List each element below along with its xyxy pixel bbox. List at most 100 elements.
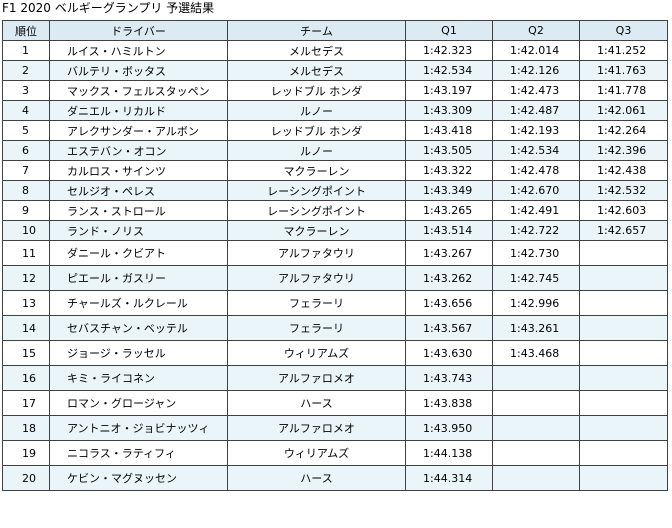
header-position: 順位	[2, 20, 50, 41]
q3-time-cell: 1:42.396	[579, 140, 668, 161]
driver-cell: エステバン・オコン	[49, 140, 228, 161]
team-cell: ルノー	[227, 140, 406, 161]
team-cell: レッドブル ホンダ	[227, 120, 406, 141]
table-row: 2 バルテリ・ボッタス メルセデス 1:42.534 1:42.126 1:41.763	[2, 60, 668, 81]
team-cell: アルファロメオ	[227, 365, 406, 391]
table-row: 17 ロマン・グロージャン ハース 1:43.838	[2, 390, 668, 416]
q1-time-cell: 1:43.265	[405, 200, 493, 221]
driver-cell: チャールズ・ルクレール	[49, 290, 228, 316]
position-cell: 6	[2, 140, 50, 161]
driver-cell: ピエール・ガスリー	[49, 265, 228, 291]
q2-time-cell: 1:42.126	[492, 60, 580, 81]
q2-time-cell: 1:42.670	[492, 180, 580, 201]
q2-time-cell: 1:42.014	[492, 40, 580, 61]
q3-time-cell: 1:42.264	[579, 120, 668, 141]
q2-time-cell	[492, 390, 580, 416]
q3-time-cell: 1:42.438	[579, 160, 668, 181]
driver-cell: マックス・フェルスタッペン	[49, 80, 228, 101]
q3-time-cell: 1:42.061	[579, 100, 668, 121]
driver-cell: アントニオ・ジョビナッツィ	[49, 415, 228, 441]
table-row: 3 マックス・フェルスタッペン レッドブル ホンダ 1:43.197 1:42.473 1…	[2, 80, 668, 101]
position-cell: 15	[2, 340, 50, 366]
q1-time-cell: 1:43.197	[405, 80, 493, 101]
q1-time-cell: 1:43.838	[405, 390, 493, 416]
team-cell: メルセデス	[227, 40, 406, 61]
page-title: F1 2020 ベルギーグランプリ 予選結果	[2, 1, 215, 15]
q1-time-cell: 1:43.418	[405, 120, 493, 141]
q1-time-cell: 1:43.349	[405, 180, 493, 201]
q3-time-cell	[579, 390, 668, 416]
q3-time-cell: 1:42.657	[579, 220, 668, 241]
q3-time-cell	[579, 365, 668, 391]
q1-time-cell: 1:43.950	[405, 415, 493, 441]
team-cell: ウィリアムズ	[227, 440, 406, 466]
position-cell: 16	[2, 365, 50, 391]
table-row: 13 チャールズ・ルクレール フェラーリ 1:43.656 1:42.996	[2, 290, 668, 316]
q2-time-cell: 1:42.745	[492, 265, 580, 291]
team-cell: マクラーレン	[227, 220, 406, 241]
q1-time-cell: 1:43.262	[405, 265, 493, 291]
q1-time-cell: 1:44.138	[405, 440, 493, 466]
table-row: 19 ニコラス・ラティフィ ウィリアムズ 1:44.138	[2, 440, 668, 466]
position-cell: 10	[2, 220, 50, 241]
position-cell: 4	[2, 100, 50, 121]
position-cell: 7	[2, 160, 50, 181]
q1-time-cell: 1:43.630	[405, 340, 493, 366]
header-q3: Q3	[579, 20, 668, 41]
q3-time-cell	[579, 440, 668, 466]
table-row: 18 アントニオ・ジョビナッツィ アルファロメオ 1:43.950	[2, 415, 668, 441]
position-cell: 13	[2, 290, 50, 316]
team-cell: ハース	[227, 465, 406, 491]
q3-time-cell	[579, 465, 668, 491]
position-cell: 17	[2, 390, 50, 416]
team-cell: フェラーリ	[227, 315, 406, 341]
position-cell: 11	[2, 240, 50, 266]
q1-time-cell: 1:42.323	[405, 40, 493, 61]
table-row: 15 ジョージ・ラッセル ウィリアムズ 1:43.630 1:43.468	[2, 340, 668, 366]
q2-time-cell: 1:42.473	[492, 80, 580, 101]
driver-cell: ランド・ノリス	[49, 220, 228, 241]
position-cell: 1	[2, 40, 50, 61]
q1-time-cell: 1:43.309	[405, 100, 493, 121]
driver-cell: キミ・ライコネン	[49, 365, 228, 391]
q3-time-cell: 1:42.603	[579, 200, 668, 221]
position-cell: 3	[2, 80, 50, 101]
table-row: 7 カルロス・サインツ マクラーレン 1:43.322 1:42.478 1:42.438	[2, 160, 668, 181]
driver-cell: ロマン・グロージャン	[49, 390, 228, 416]
driver-cell: ランス・ストロール	[49, 200, 228, 221]
position-cell: 20	[2, 465, 50, 491]
team-cell: レッドブル ホンダ	[227, 80, 406, 101]
position-cell: 9	[2, 200, 50, 221]
table-row: 20 ケビン・マグヌッセン ハース 1:44.314	[2, 465, 668, 491]
q3-time-cell: 1:41.252	[579, 40, 668, 61]
team-cell: ウィリアムズ	[227, 340, 406, 366]
team-cell: フェラーリ	[227, 290, 406, 316]
driver-cell: カルロス・サインツ	[49, 160, 228, 181]
q2-time-cell: 1:42.487	[492, 100, 580, 121]
q2-time-cell	[492, 440, 580, 466]
position-cell: 8	[2, 180, 50, 201]
table-row: 6 エステバン・オコン ルノー 1:43.505 1:42.534 1:42.396	[2, 140, 668, 161]
table-row: 9 ランス・ストロール レーシングポイント 1:43.265 1:42.491 1:42.…	[2, 200, 668, 221]
driver-cell: ルイス・ハミルトン	[49, 40, 228, 61]
q3-time-cell	[579, 340, 668, 366]
position-cell: 14	[2, 315, 50, 341]
driver-cell: セルジオ・ペレス	[49, 180, 228, 201]
table-row: 16 キミ・ライコネン アルファロメオ 1:43.743	[2, 365, 668, 391]
position-cell: 5	[2, 120, 50, 141]
q1-time-cell: 1:43.267	[405, 240, 493, 266]
driver-cell: バルテリ・ボッタス	[49, 60, 228, 81]
q2-time-cell: 1:42.730	[492, 240, 580, 266]
q2-time-cell	[492, 365, 580, 391]
position-cell: 2	[2, 60, 50, 81]
team-cell: マクラーレン	[227, 160, 406, 181]
header-q2: Q2	[492, 20, 580, 41]
q1-time-cell: 1:44.314	[405, 465, 493, 491]
q2-time-cell: 1:42.722	[492, 220, 580, 241]
q2-time-cell: 1:42.193	[492, 120, 580, 141]
table-row: 1 ルイス・ハミルトン メルセデス 1:42.323 1:42.014 1:41.252	[2, 40, 668, 61]
q2-time-cell: 1:43.261	[492, 315, 580, 341]
table-row: 10 ランド・ノリス マクラーレン 1:43.514 1:42.722 1:42.657	[2, 220, 668, 241]
position-cell: 12	[2, 265, 50, 291]
driver-cell: ニコラス・ラティフィ	[49, 440, 228, 466]
